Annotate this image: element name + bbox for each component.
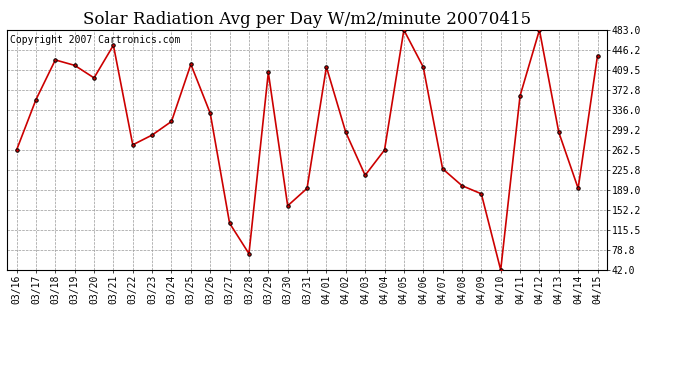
Text: Copyright 2007 Cartronics.com: Copyright 2007 Cartronics.com [10, 35, 180, 45]
Title: Solar Radiation Avg per Day W/m2/minute 20070415: Solar Radiation Avg per Day W/m2/minute … [83, 12, 531, 28]
